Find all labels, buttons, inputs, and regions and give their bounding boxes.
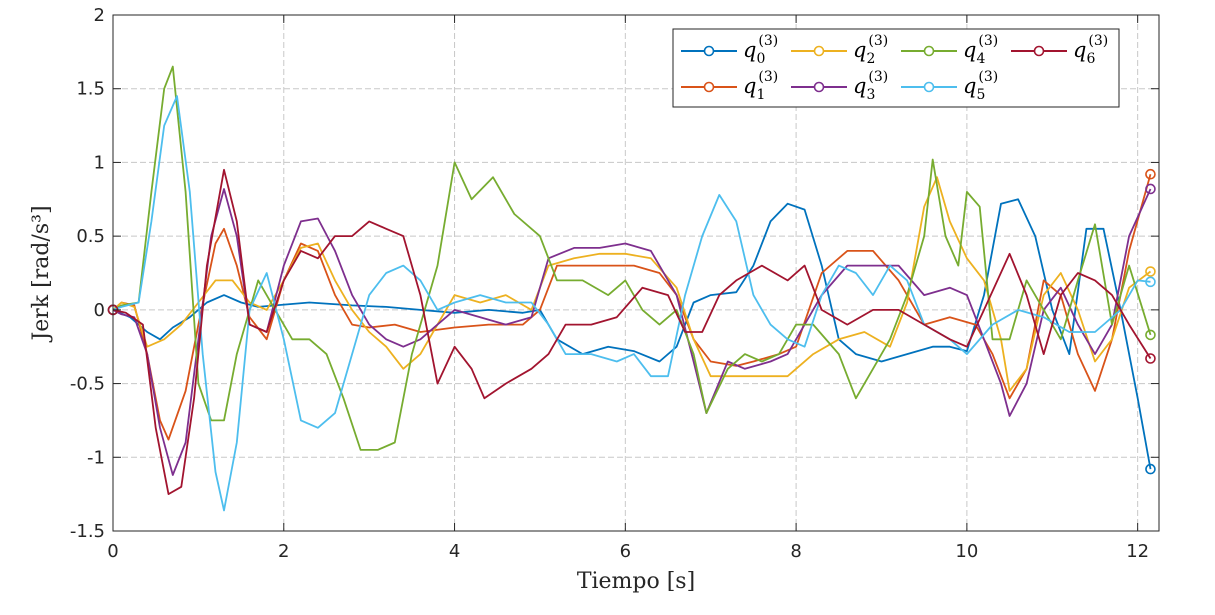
y-tick-label: -1.5 (70, 521, 105, 542)
legend-entry-q6(3): q6(3) (1011, 33, 1108, 67)
legend-swatch-marker (923, 45, 935, 57)
x-tick-label: 10 (955, 541, 978, 562)
legend-label: q4(3) (963, 33, 998, 67)
legend-entry-q1(3): q1(3) (681, 69, 778, 103)
legend-box (672, 28, 1120, 108)
legend-label: q0(3) (743, 33, 778, 67)
legend-swatch-marker (703, 81, 715, 93)
x-tick-label: 0 (107, 541, 118, 562)
series-line-q1(3) (112, 173, 1152, 441)
y-tick-label: 0 (94, 300, 105, 321)
series-line-q4(3) (112, 65, 1152, 451)
plot-frame (112, 14, 1160, 532)
y-tick-label: 1 (94, 152, 105, 173)
legend-swatch-marker (923, 81, 935, 93)
legend-swatch-marker (813, 81, 825, 93)
legend-swatch-marker (703, 45, 715, 57)
y-tick-label: 1.5 (76, 79, 105, 100)
series-line-q6(3) (112, 168, 1152, 495)
series-end-marker (1145, 183, 1156, 195)
y-tick-label: 0.5 (76, 226, 105, 247)
legend-entry-q4(3): q4(3) (901, 33, 998, 67)
legend-label: q3(3) (853, 69, 888, 103)
series-end-marker (1145, 463, 1156, 475)
x-tick-label: 4 (449, 541, 460, 562)
series-end-marker (1145, 168, 1156, 180)
legend-label: q5(3) (963, 69, 998, 103)
legend-entry-q5(3): q5(3) (901, 69, 998, 103)
y-tick-label: 2 (94, 5, 105, 26)
legend: q0(3) q2(3) q4(3) q6(3) q1(3) q3(3) q5(3) (672, 28, 1120, 108)
series-end-marker (1145, 266, 1156, 277)
x-tick-label: 6 (620, 541, 631, 562)
x-tick-label: 12 (1126, 541, 1149, 562)
x-tick-label: 2 (278, 541, 289, 562)
legend-label: q6(3) (1073, 33, 1108, 67)
legend-entry-q3(3): q3(3) (791, 69, 888, 103)
x-axis-title: Tiempo [s] (577, 569, 695, 594)
y-tick-label: -1 (87, 447, 105, 468)
series-end-marker (1145, 329, 1156, 341)
series-line-q3(3) (112, 188, 1152, 476)
legend-swatch-marker (1033, 45, 1045, 57)
series-end-marker (1145, 276, 1156, 288)
legend-entry-q2(3): q2(3) (791, 33, 888, 67)
legend-label: q1(3) (743, 69, 778, 103)
y-axis-title: Jerk [rad/s³] (29, 205, 54, 342)
x-tick-label: 8 (790, 541, 801, 562)
series-end-marker (1145, 353, 1156, 364)
axis-ticks: 0 2 4 6 8 10 12 -1.5 -1 -0.5 0 0.5 1 1.5 2 (70, 5, 1159, 562)
legend-label: q2(3) (853, 33, 888, 67)
y-tick-label: -0.5 (70, 374, 105, 395)
legend-entry-q0(3): q0(3) (681, 33, 778, 67)
legend-swatch-marker (813, 45, 825, 57)
